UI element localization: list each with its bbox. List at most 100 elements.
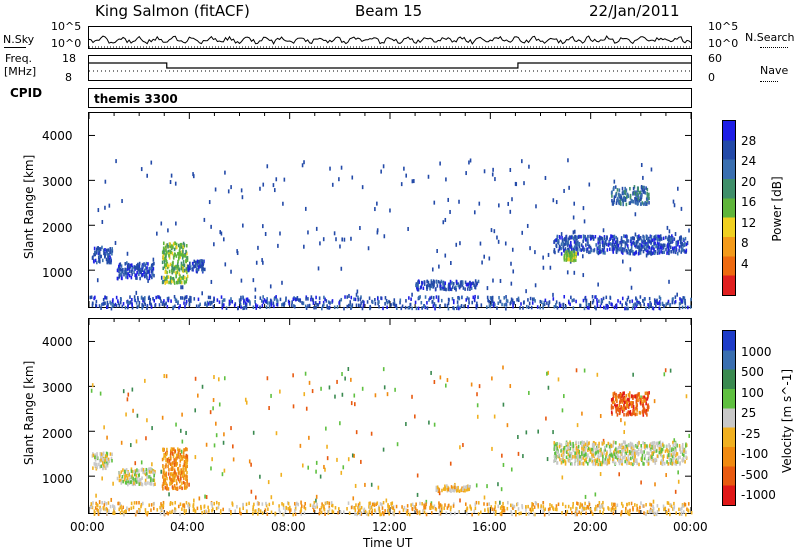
echo-point xyxy=(90,388,93,393)
echo-cluster-point xyxy=(131,470,134,474)
echo-cluster-point xyxy=(109,257,112,261)
echo-cluster-point xyxy=(466,283,469,287)
echo-cluster-point xyxy=(484,508,486,512)
echo-cluster-point xyxy=(162,475,165,479)
echo-cluster-point xyxy=(680,506,683,511)
echo-cluster-point xyxy=(658,295,661,299)
echo-cluster-point xyxy=(316,505,319,509)
echo-cluster-point xyxy=(457,485,459,490)
echo-cluster-point xyxy=(606,248,609,252)
echo-cluster-point xyxy=(274,511,277,516)
echo-cluster-point xyxy=(370,505,373,509)
echo-cluster-point xyxy=(563,445,566,450)
echo-cluster-point xyxy=(569,459,571,464)
echo-cluster-point xyxy=(642,249,645,254)
echo-point xyxy=(476,414,479,419)
echo-cluster-point xyxy=(326,509,329,514)
echo-cluster-point xyxy=(632,455,635,459)
echo-cluster-point xyxy=(143,270,145,274)
echo-cluster-point xyxy=(637,240,639,244)
echo-cluster-point xyxy=(437,295,440,299)
echo-cluster-point xyxy=(601,299,603,303)
echo-cluster-point xyxy=(596,297,598,302)
echo-cluster-point xyxy=(632,186,635,191)
echo-point xyxy=(279,231,281,236)
echo-point xyxy=(353,393,356,398)
echo-cluster-point xyxy=(499,299,502,304)
echo-cluster-point xyxy=(669,240,672,245)
echo-cluster-point xyxy=(144,481,146,486)
echo-point xyxy=(575,368,578,373)
echo-cluster-point xyxy=(658,507,660,512)
echo-cluster-point xyxy=(175,456,177,461)
echo-cluster-point xyxy=(441,286,443,291)
echo-cluster-point xyxy=(645,247,648,251)
echo-cluster-point xyxy=(562,306,565,310)
echo-cluster-point xyxy=(607,441,610,446)
echo-cluster-point xyxy=(615,397,617,402)
echo-cluster-point xyxy=(629,201,631,205)
echo-cluster-point xyxy=(654,461,657,465)
echo-cluster-point xyxy=(585,243,587,247)
echo-cluster-point xyxy=(493,507,496,512)
echo-cluster-point xyxy=(678,306,681,310)
echo-point xyxy=(640,395,642,400)
echo-cluster-point xyxy=(611,198,613,203)
echo-cluster-point xyxy=(640,445,643,450)
echo-cluster-point xyxy=(587,241,589,246)
echo-cluster-point xyxy=(164,478,167,483)
echo-cluster-point xyxy=(181,265,184,270)
echo-cluster-point xyxy=(187,503,189,508)
echo-cluster-point xyxy=(621,393,624,398)
echo-cluster-point xyxy=(252,511,254,516)
echo-cluster-point xyxy=(283,301,286,306)
echo-cluster-point xyxy=(544,298,547,303)
echo-cluster-point xyxy=(612,454,615,459)
echo-cluster-point xyxy=(657,454,660,459)
echo-cluster-point xyxy=(574,235,576,239)
echo-cluster-point xyxy=(577,252,579,256)
echo-cluster-point xyxy=(276,298,278,302)
echo-cluster-point xyxy=(625,394,628,398)
echo-cluster-point xyxy=(617,458,619,462)
echo-cluster-point xyxy=(540,504,542,508)
echo-cluster-point xyxy=(666,243,669,247)
echo-point xyxy=(374,207,376,212)
echo-cluster-point xyxy=(649,234,652,239)
echo-point xyxy=(212,398,215,403)
echo-cluster-point xyxy=(511,512,513,517)
echo-cluster-point xyxy=(417,280,419,284)
echo-cluster-point xyxy=(681,449,684,453)
echo-cluster-point xyxy=(427,280,430,285)
echo-cluster-point xyxy=(592,237,595,241)
echo-cluster-point xyxy=(381,502,383,507)
echo-cluster-point xyxy=(439,286,442,291)
echo-cluster-point xyxy=(239,302,242,307)
echo-point xyxy=(301,463,304,468)
echo-cluster-point xyxy=(684,301,687,306)
echo-cluster-point xyxy=(153,299,156,303)
echo-cluster-point xyxy=(616,452,619,457)
echo-cluster-point xyxy=(172,305,175,310)
echo-cluster-point xyxy=(616,237,619,241)
echo-cluster-point xyxy=(529,296,532,301)
echo-cluster-point xyxy=(164,481,167,486)
echo-cluster-point xyxy=(632,401,634,405)
echo-cluster-point xyxy=(186,258,189,262)
xtick-6: 00:00 xyxy=(673,520,708,534)
echo-cluster-point xyxy=(452,504,455,508)
echo-cluster-point xyxy=(179,277,182,282)
echo-cluster-point xyxy=(642,406,645,410)
echo-cluster-point xyxy=(602,248,605,253)
echo-point xyxy=(581,254,584,259)
echo-point xyxy=(672,199,675,204)
echo-cluster-point xyxy=(182,263,185,268)
echo-point xyxy=(674,489,677,494)
echo-cluster-point xyxy=(648,236,650,241)
echo-cluster-point xyxy=(661,246,663,251)
echo-cluster-point xyxy=(474,294,476,299)
echo-cluster-point xyxy=(608,456,611,460)
echo-cluster-point xyxy=(153,478,156,483)
echo-point xyxy=(338,177,340,182)
echo-cluster-point xyxy=(586,247,589,251)
